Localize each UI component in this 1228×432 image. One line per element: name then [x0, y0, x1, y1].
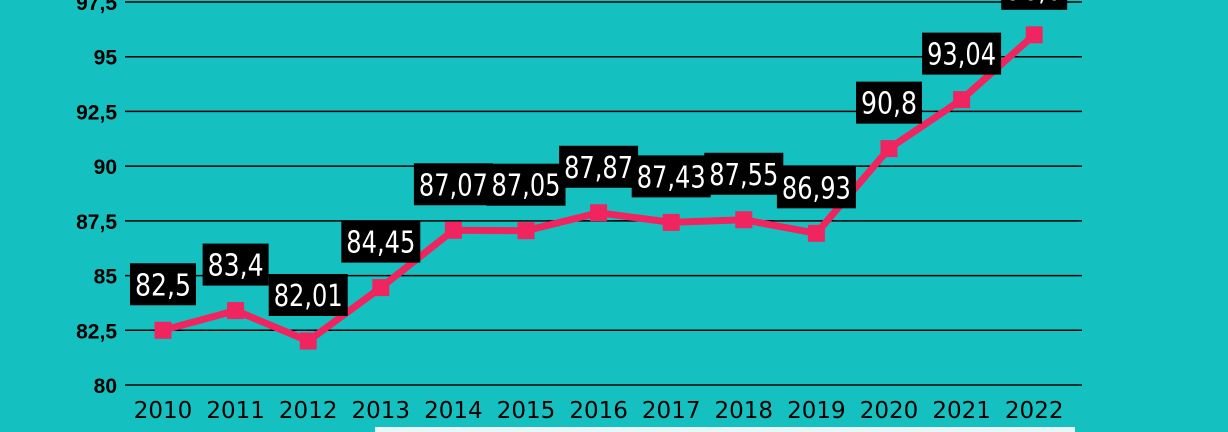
data-label: 82,01: [274, 279, 343, 314]
y-tick-label: 87,5: [76, 211, 117, 234]
data-label-box: [341, 220, 421, 263]
data-point: [735, 211, 753, 229]
data-label: 87,55: [709, 158, 778, 193]
data-label: 87,87: [564, 151, 633, 186]
data-label: 84,45: [346, 226, 415, 261]
data-label: 96,0: [1006, 0, 1062, 8]
data-point: [372, 279, 390, 297]
data-label-box: [1001, 0, 1068, 10]
data-point: [154, 321, 172, 339]
x-tick-label: 2017: [642, 398, 701, 424]
data-point: [299, 332, 317, 350]
data-label-box: [856, 81, 922, 124]
data-label: 82,5: [135, 268, 191, 303]
data-point: [953, 91, 971, 109]
x-tick-label: 2020: [860, 398, 919, 424]
y-tick-label: 80: [94, 375, 117, 398]
data-label-box: [922, 32, 1002, 75]
data-point: [880, 140, 898, 158]
x-tick-label: 2012: [279, 398, 338, 424]
x-tick-label: 2021: [932, 398, 991, 424]
x-tick-label: 2010: [134, 398, 193, 424]
x-tick-label: 2016: [569, 398, 628, 424]
data-point: [227, 302, 245, 320]
data-point: [517, 222, 535, 240]
y-tick-label: 85: [94, 266, 118, 289]
data-label-box: [776, 166, 856, 209]
data-label: 86,93: [782, 171, 851, 206]
data-point: [590, 204, 608, 222]
data-label: 93,04: [927, 38, 996, 73]
x-tick-label: 2019: [787, 398, 846, 424]
data-label-box: [413, 163, 493, 206]
data-point: [807, 224, 825, 242]
data-label-box: [631, 155, 711, 198]
bottom-bar: [375, 427, 1075, 432]
data-label: 90,8: [861, 87, 917, 122]
data-point: [444, 221, 462, 239]
data-label-box: [130, 263, 196, 306]
data-label: 87,05: [492, 169, 561, 204]
data-point: [1025, 26, 1043, 44]
y-tick-label: 95: [94, 47, 118, 70]
data-label-box: [704, 152, 784, 195]
x-tick-label: 2014: [424, 398, 483, 424]
data-label-box: [486, 163, 566, 206]
x-tick-label: 2022: [1005, 398, 1064, 424]
data-point: [662, 213, 680, 231]
data-label-box: [559, 145, 639, 188]
x-tick-label: 2013: [352, 398, 411, 424]
data-label-box: [268, 274, 348, 317]
x-tick-label: 2011: [206, 398, 265, 424]
x-tick-label: 2018: [715, 398, 774, 424]
y-tick-label: 92,5: [76, 101, 117, 124]
data-label: 83,4: [208, 249, 264, 284]
x-tick-label: 2015: [497, 398, 556, 424]
data-label-box: [202, 243, 269, 286]
data-label: 87,07: [419, 168, 488, 203]
y-tick-label: 90: [94, 156, 117, 179]
y-tick-label: 82,5: [76, 320, 117, 343]
data-label: 87,43: [637, 160, 706, 195]
y-tick-label: 97,5: [76, 0, 117, 15]
